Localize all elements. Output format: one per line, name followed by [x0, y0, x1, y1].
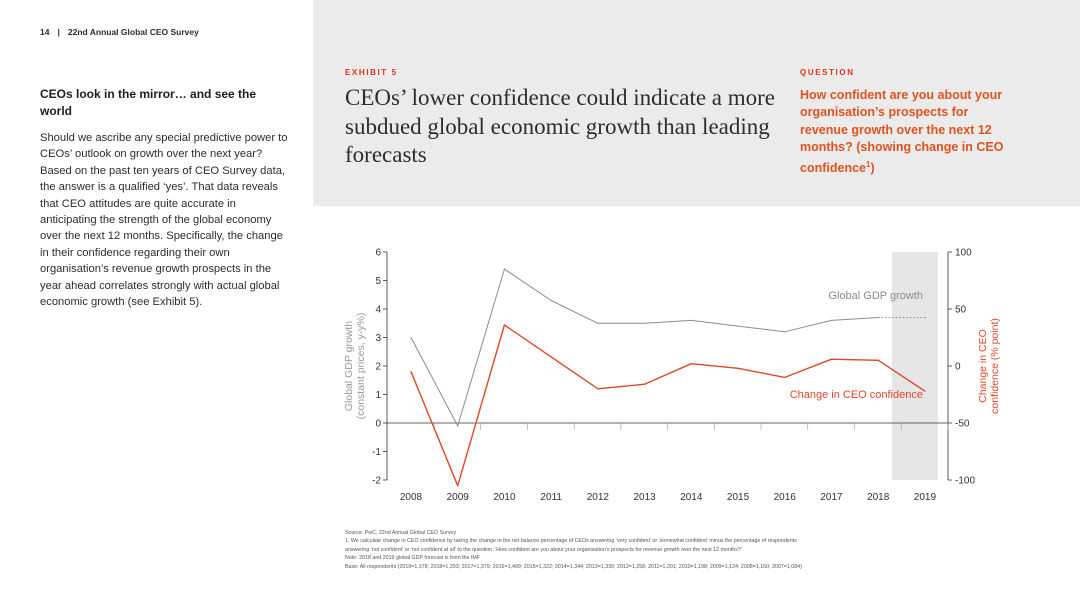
- data-point: [830, 358, 833, 360]
- right-tick-label: -100: [955, 476, 975, 487]
- data-point: [550, 356, 552, 358]
- data-point: [690, 319, 692, 321]
- data-point: [503, 268, 506, 270]
- data-point: [457, 425, 459, 427]
- left-axis-title-line: (constant prices, y-y%): [355, 313, 367, 420]
- question-text: How confident are you about your organis…: [800, 87, 1010, 178]
- data-point: [410, 371, 412, 373]
- x-tick-label: 2015: [727, 492, 750, 503]
- question-footnote-marker: 1: [866, 160, 871, 170]
- footnotes: Source: PwC, 22nd Annual Global CEO Surv…: [345, 529, 925, 571]
- x-tick-label: 2019: [914, 492, 937, 503]
- x-tick-label: 2008: [400, 492, 423, 503]
- question-body: How confident are you about your organis…: [800, 88, 1004, 176]
- forecast-shade: [891, 252, 938, 480]
- left-tick-label: 0: [375, 419, 381, 430]
- x-tick-label: 2018: [867, 492, 890, 503]
- publication-title: 22nd Annual Global CEO Survey: [67, 27, 199, 37]
- series-line-gdp: [410, 268, 879, 427]
- sidebar-body: Should we ascribe any special predictive…: [40, 132, 288, 309]
- x-tick-label: 2009: [447, 492, 470, 503]
- right-tick-label: 50: [955, 305, 967, 316]
- left-tick-label: 5: [375, 276, 381, 287]
- exhibit-title: CEOs’ lower confidence could indicate a …: [345, 85, 776, 167]
- footnote-note: Note: 2018 and 2019 global GDP forecast …: [345, 555, 481, 562]
- right-tick-label: -50: [955, 419, 970, 430]
- data-point: [737, 367, 739, 369]
- footnote-base: Base: All respondents (2019=1,378; 2018=…: [345, 563, 802, 570]
- footnote-1: 1. We calculate change in CEO confidence…: [345, 538, 797, 545]
- left-tick-label: -2: [372, 476, 381, 487]
- data-point: [644, 383, 646, 385]
- x-tick-label: 2011: [540, 492, 562, 503]
- right-tick-label: 0: [955, 362, 961, 373]
- left-tick-label: 2: [375, 362, 381, 373]
- data-point: [503, 324, 506, 326]
- data-point: [690, 363, 692, 365]
- left-axis-title-line: Global GDP growth: [343, 321, 355, 411]
- question-label: QUESTION: [800, 68, 855, 77]
- sidebar-heading: CEOs look in the mirror… and see the wor…: [40, 87, 257, 118]
- x-tick-label: 2014: [680, 492, 703, 503]
- exhibit-label: EXHIBIT 5: [345, 68, 398, 77]
- left-tick-label: 4: [375, 305, 381, 316]
- left-tick-label: 6: [375, 248, 381, 259]
- x-tick-label: 2017: [820, 492, 843, 503]
- x-tick-label: 2016: [774, 492, 797, 503]
- series-label-ceo-confidence: Change in CEO confidence: [790, 389, 923, 401]
- left-tick-label: 1: [375, 390, 381, 401]
- data-point: [877, 316, 879, 319]
- data-point: [410, 336, 412, 339]
- data-point: [597, 388, 599, 390]
- page-header: 14 | 22nd Annual Global CEO Survey: [40, 27, 199, 37]
- left-tick-label: 3: [375, 333, 381, 344]
- right-tick-label: 100: [955, 248, 972, 259]
- data-point: [457, 485, 459, 487]
- question-closing: ): [870, 161, 875, 176]
- left-axis-title: Global GDP growth(constant prices, y-y%): [343, 313, 367, 420]
- series-line-ceo-confidence: [410, 324, 926, 487]
- data-point: [644, 322, 646, 324]
- footnote-1-cont: answering ‘not confident’ or ‘not confid…: [345, 546, 743, 553]
- data-point: [924, 390, 926, 392]
- x-tick-label: 2012: [587, 492, 610, 503]
- data-point: [877, 359, 879, 361]
- data-point: [784, 376, 786, 378]
- page-number: 14: [40, 27, 50, 37]
- x-tick-label: 2013: [633, 492, 656, 503]
- x-tick-label: 2010: [493, 492, 516, 503]
- left-tick-label: -1: [372, 447, 381, 458]
- series-label-gdp: Global GDP growth: [828, 290, 923, 302]
- data-point: [737, 325, 739, 327]
- data-point: [830, 319, 833, 321]
- header-separator: |: [57, 27, 60, 37]
- data-point: [597, 322, 599, 324]
- right-axis-title-line: confidence (% point): [989, 318, 1001, 414]
- data-point: [550, 299, 552, 302]
- data-point: [784, 331, 786, 333]
- right-axis-title: Change in CEOconfidence (% point): [977, 318, 1001, 414]
- exhibit-panel: [313, 0, 1080, 206]
- data-point: [924, 316, 926, 319]
- sidebar: CEOs look in the mirror… and see the wor…: [40, 86, 290, 310]
- right-axis-title-line: Change in CEO: [977, 329, 989, 403]
- footnote-source: Source: PwC, 22nd Annual Global CEO Surv…: [345, 530, 456, 536]
